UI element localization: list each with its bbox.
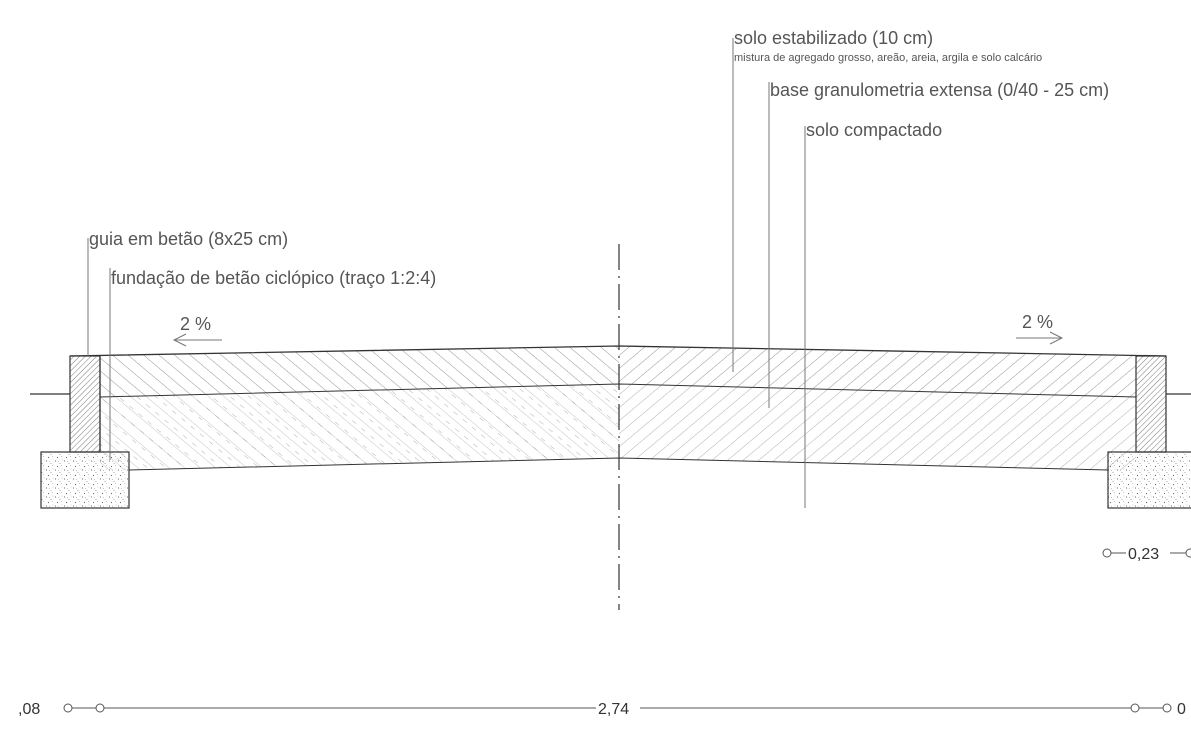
slope-arrow-left-head — [172, 333, 187, 347]
dim-right-foundation: 0,23 — [1128, 546, 1159, 563]
dim-tick-left-1 — [63, 703, 73, 713]
dim-tick-right-1 — [1130, 703, 1140, 713]
slope-arrow-right-head — [1049, 331, 1064, 345]
label-stabilized-soil-detail: mistura de agregado grosso, areão, areia… — [734, 52, 1042, 64]
dim-left-partial: ,08 — [18, 701, 40, 718]
label-granular-base: base granulometria extensa (0/40 - 25 cm… — [770, 80, 1109, 100]
dim-tick-right-2 — [1162, 703, 1172, 713]
left-foundation — [40, 451, 130, 509]
dim-tick-left-2 — [95, 703, 105, 713]
label-stabilized-soil: solo estabilizado (10 cm) — [734, 28, 933, 48]
dim-tick-right-foundation-1 — [1102, 548, 1112, 558]
base-layer-left-hatch — [100, 384, 619, 470]
left-curb — [69, 355, 101, 453]
label-cyclopean-foundation: fundação de betão ciclópico (traço 1:2:4… — [111, 268, 436, 288]
right-foundation — [1107, 451, 1191, 509]
label-compacted-soil: solo compactado — [806, 120, 942, 140]
surface-layer-left — [100, 346, 619, 397]
right-curb — [1135, 355, 1167, 453]
dim-center: 2,74 — [598, 701, 629, 718]
dim-tick-right-foundation-2 — [1185, 548, 1191, 558]
surface-layer-right — [619, 346, 1136, 397]
dim-right-partial: 0 — [1177, 701, 1186, 718]
base-layer-right — [619, 384, 1136, 470]
slope-label-left: 2 % — [180, 314, 211, 334]
slope-label-right: 2 % — [1022, 312, 1053, 332]
label-concrete-curb: guia em betão (8x25 cm) — [89, 229, 288, 249]
